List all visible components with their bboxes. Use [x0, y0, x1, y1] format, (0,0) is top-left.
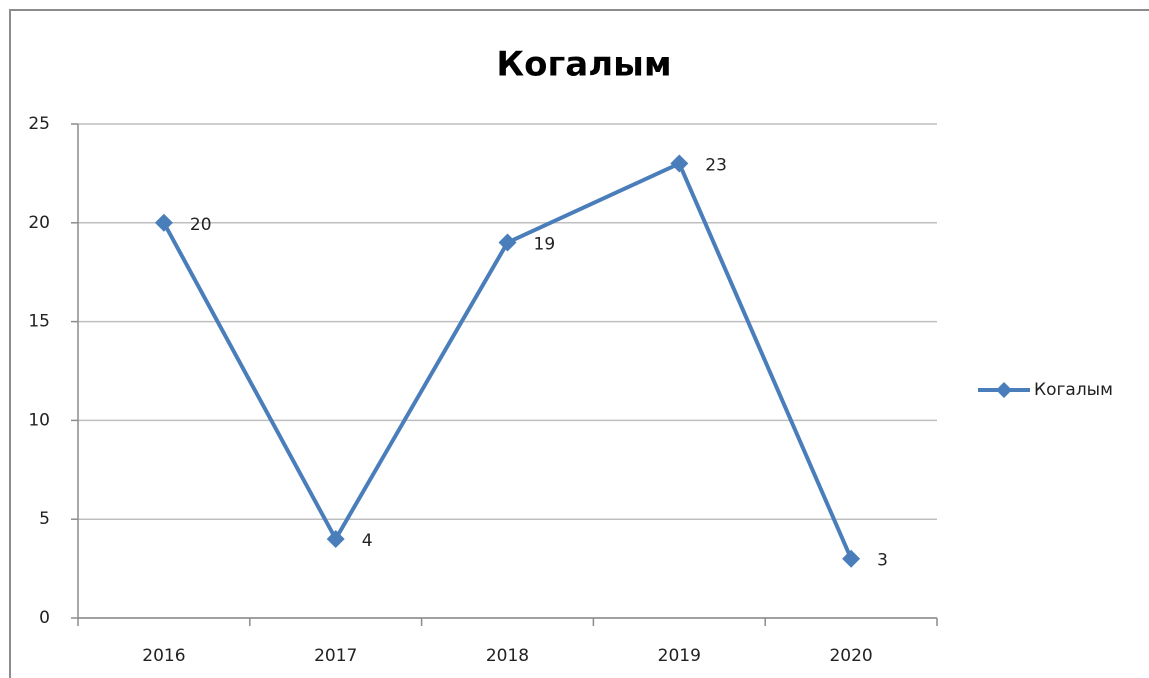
- x-tick-label: 2017: [314, 646, 357, 666]
- y-tick-label: 0: [39, 608, 50, 628]
- x-tick-label: 2020: [829, 646, 872, 666]
- data-point: [842, 549, 861, 568]
- data-label: 3: [877, 551, 888, 571]
- legend-label: Когалым: [1034, 380, 1113, 400]
- data-point: [670, 154, 689, 173]
- x-tick-label: 2019: [658, 646, 701, 666]
- data-point: [326, 529, 345, 548]
- data-label: 19: [534, 235, 556, 255]
- y-tick-label: 25: [28, 114, 50, 134]
- x-tick-label: 2018: [486, 646, 529, 666]
- y-tick-label: 20: [28, 213, 50, 233]
- data-label: 20: [190, 215, 212, 235]
- legend-marker: [996, 382, 1012, 398]
- data-label: 23: [705, 156, 727, 176]
- data-point: [154, 213, 173, 232]
- chart-title: Когалым: [496, 45, 671, 85]
- y-tick-label: 5: [39, 509, 50, 529]
- y-tick-label: 15: [28, 312, 50, 332]
- data-label: 4: [362, 531, 373, 551]
- data-point: [498, 233, 517, 252]
- x-tick-label: 2016: [142, 646, 185, 666]
- y-tick-label: 10: [28, 410, 50, 430]
- chart-frame: [9, 9, 1149, 678]
